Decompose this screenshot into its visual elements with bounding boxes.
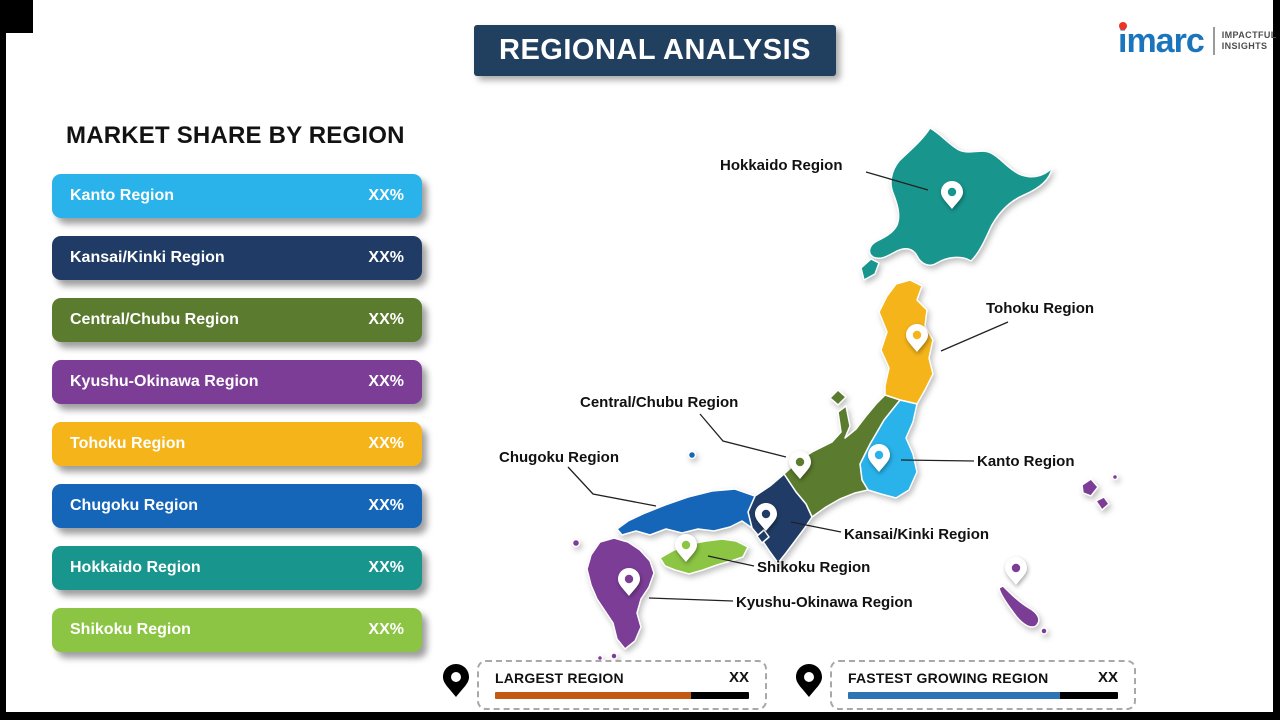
market-share-panel: Kanto Region XX% Kansai/Kinki Region XX%… [52,174,422,652]
bar-label: Kyushu-Okinawa Region [70,373,259,390]
legend-fastest-label: FASTEST GROWING REGION [848,669,1049,686]
bar-kansai: Kansai/Kinki Region XX% [52,236,422,280]
island-okinawa-small-shape [1040,627,1048,635]
bar-label: Central/Chubu Region [70,311,239,328]
bar-kyushu: Kyushu-Okinawa Region XX% [52,360,422,404]
market-share-title: MARKET SHARE BY REGION [66,122,405,149]
region-chugoku-shape [616,488,756,536]
map-label-chugoku: Chugoku Region [499,449,619,466]
legend-largest-region: LARGEST REGION XX [477,660,767,710]
logo-tagline-line2: INSIGHTS [1221,41,1268,51]
bar-chugoku: Chugoku Region XX% [52,484,422,528]
map-pin-kyushu-icon [618,568,640,596]
map-pin-kanto-icon [868,444,890,472]
frame-right-edge [1273,0,1280,720]
legend-fastest-bar-main [848,692,1060,699]
island-okinawa-main-shape [998,585,1040,628]
map-pin-kansai-icon [755,503,777,531]
bar-tohoku: Tohoku Region XX% [52,422,422,466]
page-title: REGIONAL ANALYSIS [474,25,836,76]
leader-hokkaido [865,171,929,191]
largest-region-pin-icon [443,664,469,697]
island-kyushu-south1-shape [610,652,618,660]
leader-kansai [790,521,842,533]
island-oki-shape [687,450,697,460]
bar-label: Kansai/Kinki Region [70,249,225,266]
island-sado-shape [829,389,847,406]
legend-largest-value: XX [728,669,749,686]
leader-shikoku [707,555,755,567]
island-kyushu-west-shape [571,538,581,548]
leader-kanto [900,459,975,462]
leader-chubu [699,413,787,458]
island-amami3-shape [1111,473,1119,481]
bar-shikoku: Shikoku Region XX% [52,608,422,652]
bar-value: XX% [368,435,404,452]
logo-brand-text: imarc [1118,22,1205,60]
map-label-hokkaido: Hokkaido Region [720,157,843,174]
legend-largest-bar-main [495,692,691,699]
bar-value: XX% [368,187,404,204]
map-pin-hokkaido-icon [941,181,963,209]
bar-value: XX% [368,497,404,514]
legend-largest-label: LARGEST REGION [495,669,624,686]
bar-label: Tohoku Region [70,435,186,452]
legend-fastest-bar-end [1060,692,1118,699]
region-kyushu-shape [586,537,655,650]
map-pin-chubu-icon [789,451,811,479]
bar-label: Hokkaido Region [70,559,201,576]
legend-largest-bar-end [691,692,749,699]
leader-kyushu [648,597,734,602]
bar-hokkaido: Hokkaido Region XX% [52,546,422,590]
logo-divider [1212,27,1215,55]
bar-value: XX% [368,311,404,328]
leader-tohoku [940,321,1009,352]
map-label-kanto: Kanto Region [977,453,1075,470]
region-tohoku-shape [878,279,934,405]
imarc-logo: imarc IMPACTFUL INSIGHTS [1118,22,1277,60]
fastest-growing-pin-icon [796,664,822,697]
island-awaji-shape [756,529,770,544]
region-hokkaido-tip-shape [860,258,880,281]
map-pin-okinawa-icon [1005,557,1027,585]
map-label-tohoku: Tohoku Region [986,300,1095,317]
frame-left-edge [0,0,6,720]
logo-tagline: IMPACTFUL INSIGHTS [1222,30,1277,52]
bar-value: XX% [368,249,404,266]
bar-value: XX% [368,621,404,638]
map-label-kansai: Kansai/Kinki Region [844,526,990,543]
island-amami2-shape [1095,496,1110,511]
bar-value: XX% [368,559,404,576]
map-label-kyushu: Kyushu-Okinawa Region [736,594,913,611]
legend-fastest-growing-region: FASTEST GROWING REGION XX [830,660,1136,710]
map-label-chubu: Central/Chubu Region [580,394,739,411]
legend-fastest-value: XX [1097,669,1118,686]
bar-label: Chugoku Region [70,497,198,514]
bar-kanto: Kanto Region XX% [52,174,422,218]
bar-value: XX% [368,373,404,390]
legend-fastest-bar [848,692,1118,699]
logo-tagline-line1: IMPACTFUL [1221,30,1277,40]
bar-label: Shikoku Region [70,621,191,638]
leader-lines [567,171,1009,602]
map-label-shikoku: Shikoku Region [757,559,871,576]
bar-label: Kanto Region [70,187,174,204]
map-pin-tohoku-icon [906,324,928,352]
bar-chubu: Central/Chubu Region XX% [52,298,422,342]
region-shikoku-shape [659,538,749,575]
frame-bottom-edge [0,712,1280,720]
logo-accent-dot-icon [1119,22,1127,30]
logo-text: imarc [1118,22,1205,60]
frame-corner-square [0,0,33,33]
leader-chugoku [567,466,657,507]
legend-largest-bar [495,692,749,699]
island-amami1-shape [1081,478,1099,497]
map-pin-shikoku-icon [675,534,697,562]
